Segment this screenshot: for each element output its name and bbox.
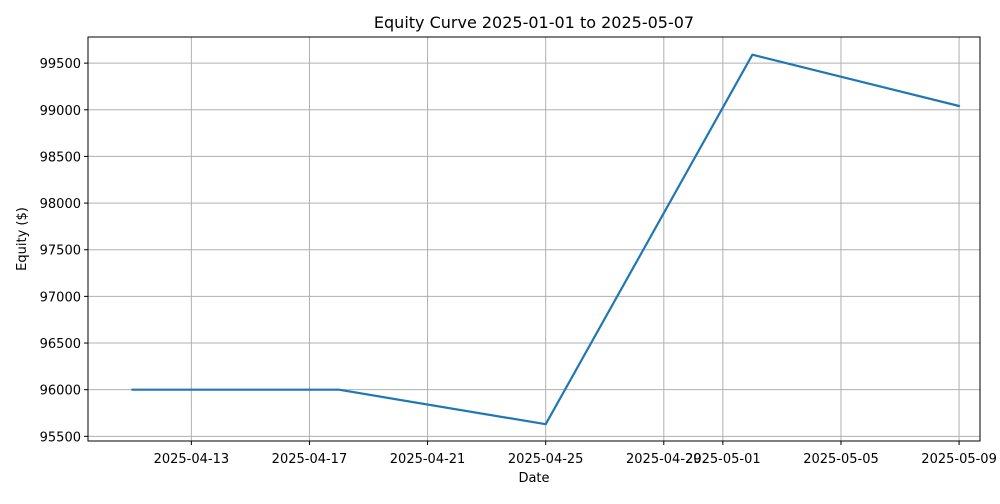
equity-series-line <box>131 53 961 426</box>
y-tick-label: 96000 <box>40 384 81 399</box>
x-tick-label: 2025-04-17 <box>272 452 348 467</box>
y-tick-label: 98000 <box>40 197 81 212</box>
x-tick-label: 2025-05-01 <box>685 452 761 467</box>
y-tick-label: 97500 <box>40 244 81 259</box>
x-tick-label: 2025-04-21 <box>390 452 466 467</box>
y-tick-label: 97000 <box>40 290 81 305</box>
y-tick-label: 96500 <box>40 337 81 352</box>
x-tick-label: 2025-05-05 <box>803 452 879 467</box>
x-tick-label: 2025-05-09 <box>921 452 997 467</box>
y-tick-label: 99000 <box>40 104 81 119</box>
x-tick-label: 2025-04-13 <box>154 452 230 467</box>
y-tick-label: 98500 <box>40 150 81 165</box>
y-axis-label: Equity ($) <box>15 207 30 271</box>
tick-layer: 2025-04-13 2025-04-17 2025-04-21 2025-04-25… <box>40 57 997 467</box>
chart-title: Equity Curve 2025-01-01 to 2025-05-07 <box>374 13 694 32</box>
y-tick-label: 99500 <box>40 57 81 72</box>
x-tick-label: 2025-04-25 <box>508 452 584 467</box>
axes-frame <box>87 36 981 442</box>
x-tick-label: 2025-04-29 <box>626 452 702 467</box>
y-tick-label: 95500 <box>40 430 81 445</box>
series-layer <box>131 53 961 426</box>
grid-layer <box>88 37 980 441</box>
x-axis-label: Date <box>518 471 549 486</box>
